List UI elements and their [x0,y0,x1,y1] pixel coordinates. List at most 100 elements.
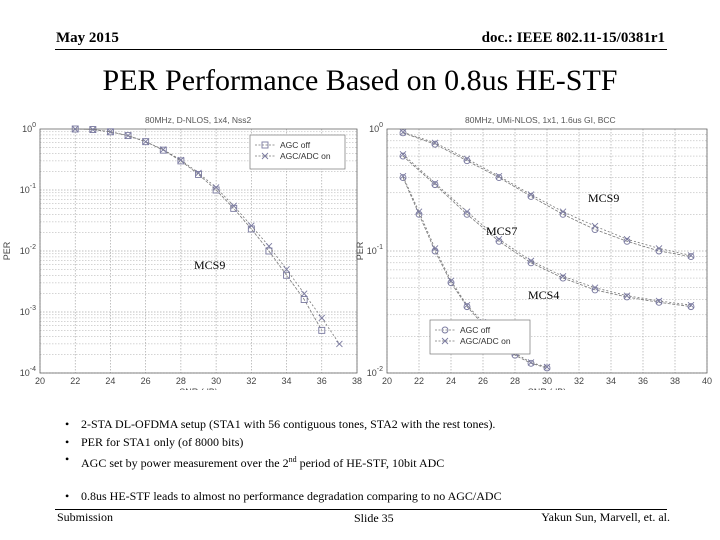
data-point [230,202,238,210]
data-point [300,290,308,297]
data-point [177,156,185,164]
bullet-item: • AGC set by power measurement over the … [65,451,502,473]
bullet-text: 2-STA DL-OFDMA setup (STA1 with 56 conti… [81,417,496,431]
x-tick-label: 22 [414,376,424,386]
data-point [318,326,326,334]
x-tick-label: 24 [446,376,456,386]
x-tick-label: 30 [542,376,552,386]
data-point [261,152,269,160]
data-point [527,259,535,267]
data-point [265,242,273,250]
data-point [124,132,132,140]
bullet-dot: • [65,434,70,449]
footer-rule [55,509,667,510]
tick-labels: 20 22 24 26 28 30 32 34 36 38 100 10-1 10-2 10-3 10-4 [20,122,362,386]
bullet-text: 0.8us HE-STF leads to almost no performa… [81,488,502,503]
x-tick-label: 28 [510,376,520,386]
x-tick-label: 36 [317,376,327,386]
footer-submission: Submission [57,510,114,524]
data-point [399,128,407,136]
chart-series [71,125,343,348]
data-point [591,222,599,230]
bullet-item: • 2-STA DL-OFDMA setup (STA1 with 56 con… [65,416,502,434]
mcs-annotation: MCS9 [588,191,619,205]
data-point [543,364,551,372]
data-point [431,139,439,147]
legend-label: AGC/ADC on [280,151,331,161]
x-tick-label: 32 [574,376,584,386]
data-point [89,126,97,133]
data-point [71,125,79,133]
chart-title: 80MHz, UMi-NLOS, 1x1, 1.6us GI, BCC [465,115,616,125]
data-point [559,274,567,282]
data-point [107,128,114,136]
data-point [463,301,471,309]
data-point [399,174,407,181]
bullet-dot: • [65,488,70,503]
data-point [399,152,407,160]
data-point [559,273,567,280]
data-point [212,184,220,191]
header-rule [55,49,667,50]
x-tick-label: 38 [352,376,362,386]
plot-frame [386,128,708,374]
data-point [415,208,423,216]
bullet-list: • 2-STA DL-OFDMA setup (STA1 with 56 con… [65,416,502,505]
footer-authors: Yakun Sun, Marvell, et. al. [541,510,670,524]
data-point [283,271,291,279]
mcs-annotation: MCS7 [486,224,517,238]
data-point [559,208,567,216]
data-point [447,279,455,287]
data-point [623,293,631,301]
data-point [261,141,269,149]
data-point [159,146,167,153]
bullet-text: AGC set by power measurement over the 2 [81,456,289,470]
data-point [159,146,167,154]
x-tick-label: 38 [670,376,680,386]
bullet-text: period of HE-STF, 10bit ADC [299,456,445,470]
bullet-item: • 0.8us HE-STF leads to almost no perfor… [65,488,502,506]
y-tick-label: 10-4 [20,366,36,378]
data-point [71,125,79,133]
data-point [591,226,599,233]
data-point [591,286,599,294]
x-tick-label: 34 [282,376,292,386]
slide-title: PER Performance Based on 0.8us HE-STF [102,64,618,97]
mcs-annotation: MCS9 [194,258,225,272]
legend-label: AGC/ADC on [460,336,511,346]
data-point [399,129,407,137]
data-point [441,326,449,334]
y-axis-label: PER [2,241,12,260]
data-point [687,301,695,309]
bullet-text: PER for STA1 only (of 8000 bits) [81,434,244,449]
data-point [431,179,439,187]
data-point [623,237,631,245]
x-tick-label: 26 [478,376,488,386]
x-tick-label: 20 [35,376,45,386]
footer-slide-number: Slide 35 [354,511,394,525]
x-tick-label: 40 [702,376,712,386]
legend-label: AGC off [280,140,311,150]
data-point [527,257,535,265]
data-point [195,170,202,178]
x-tick-label: 20 [382,376,392,386]
data-point [248,222,255,230]
data-point [655,298,663,306]
series-line [402,155,692,307]
data-point [300,296,308,303]
header-doc-id: doc.: IEEE 802.11-15/0381r1 [481,30,665,46]
data-point [495,237,503,245]
data-point [687,252,695,259]
data-point [623,292,631,300]
data-point [265,247,273,255]
bullet-dot: • [65,452,70,466]
data-point [687,253,695,261]
data-point [655,297,663,305]
plot-frame [39,128,358,374]
x-tick-label: 34 [606,376,616,386]
y-axis-label: PER [355,241,365,260]
mcs-annotation: MCS4 [528,288,559,302]
tick-labels: 20 22 24 26 28 30 32 34 36 38 40 100 10-1 10-2 [367,122,712,386]
data-point [543,363,551,371]
